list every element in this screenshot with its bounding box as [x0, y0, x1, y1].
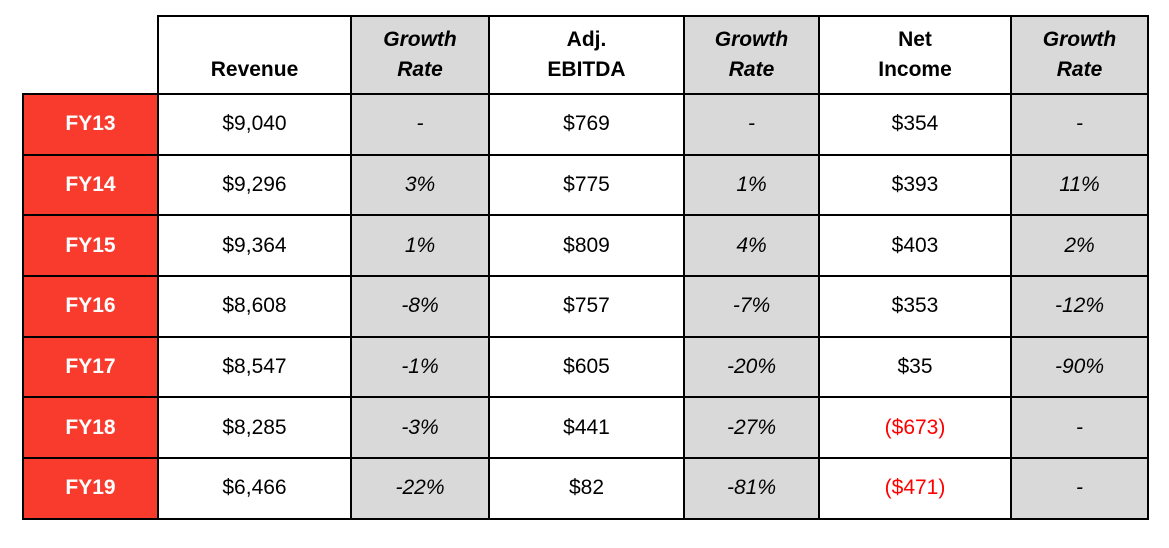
cell-fy14-net-income: $393	[818, 153, 1012, 217]
cell-fy19-revenue-growth: -22%	[350, 457, 490, 520]
cell-fy17-ebitda: $605	[488, 335, 685, 399]
cell-fy14-net-income-growth: 11%	[1010, 153, 1149, 217]
cell-fy16-revenue-growth: -8%	[350, 275, 490, 338]
cell-fy14-ebitda: $775	[488, 153, 685, 217]
row-header-fy19: FY19	[22, 457, 159, 520]
cell-fy15-revenue-growth: 1%	[350, 214, 490, 278]
financials-table-container: Revenue Growth Rate Adj. EBITDA Growth R…	[22, 15, 1149, 520]
cell-fy18-ebitda: $441	[488, 396, 685, 460]
header-row: Revenue Growth Rate Adj. EBITDA Growth R…	[23, 15, 1149, 95]
cell-fy13-net-income-growth: -	[1010, 93, 1149, 156]
cell-fy18-revenue-growth: -3%	[350, 396, 490, 460]
cell-fy13-revenue-growth: -	[350, 93, 490, 156]
header-line1: Growth	[1042, 28, 1117, 51]
header-line2: Rate	[397, 58, 443, 81]
cell-fy15-ebitda-growth: 4%	[683, 214, 820, 278]
cell-fy18-net-income-growth: -	[1010, 396, 1149, 460]
cell-fy15-net-income: $403	[818, 214, 1012, 278]
cell-fy18-net-income-negative: ($673)	[818, 396, 1012, 460]
financials-table: Revenue Growth Rate Adj. EBITDA Growth R…	[22, 15, 1149, 520]
table-row-fy14: FY14 $9,296 3% $775 1% $393 11%	[22, 153, 1149, 217]
row-header-fy16: FY16	[22, 275, 159, 338]
cell-fy16-ebitda-growth: -7%	[683, 275, 820, 338]
cell-fy13-net-income: $354	[818, 93, 1012, 156]
header-line2: Income	[878, 58, 952, 81]
header-line2: EBITDA	[547, 58, 626, 81]
cell-fy14-ebitda-growth: 1%	[683, 153, 820, 217]
table-row-fy15: FY15 $9,364 1% $809 4% $403 2%	[22, 214, 1149, 278]
cell-fy18-ebitda-growth: -27%	[683, 396, 820, 460]
cell-fy19-revenue: $6,466	[157, 457, 352, 520]
header-line1: Adj.	[566, 28, 607, 51]
header-line2: Rate	[728, 58, 775, 81]
table-row-fy19: FY19 $6,466 -22% $82 -81% ($471) -	[22, 457, 1149, 520]
column-header-adj-ebitda: Adj. EBITDA	[488, 15, 685, 95]
corner-cell	[23, 16, 158, 94]
column-header-revenue: Revenue	[157, 15, 352, 95]
header-line2: Rate	[1056, 58, 1103, 81]
table-row-fy13: FY13 $9,040 - $769 - $354 -	[22, 93, 1149, 156]
cell-fy17-net-income-growth: -90%	[1010, 335, 1149, 399]
cell-fy17-ebitda-growth: -20%	[683, 335, 820, 399]
cell-fy19-net-income-growth: -	[1010, 457, 1149, 520]
header-line1: Net	[898, 28, 932, 51]
cell-fy15-revenue: $9,364	[157, 214, 352, 278]
row-header-fy13: FY13	[22, 93, 159, 156]
cell-fy13-ebitda-growth: -	[683, 93, 820, 156]
column-header-net-income: Net Income	[818, 15, 1012, 95]
cell-fy18-revenue: $8,285	[157, 396, 352, 460]
table-row-fy18: FY18 $8,285 -3% $441 -27% ($673) -	[22, 396, 1149, 460]
cell-fy13-ebitda: $769	[488, 93, 685, 156]
row-header-fy17: FY17	[22, 335, 159, 399]
table-row-fy17: FY17 $8,547 -1% $605 -20% $35 -90%	[22, 335, 1149, 399]
cell-fy19-ebitda-growth: -81%	[683, 457, 820, 520]
row-header-fy18: FY18	[22, 396, 159, 460]
cell-fy19-net-income-negative: ($471)	[818, 457, 1012, 520]
cell-fy16-net-income: $353	[818, 275, 1012, 338]
cell-fy16-revenue: $8,608	[157, 275, 352, 338]
cell-fy16-ebitda: $757	[488, 275, 685, 338]
row-header-fy15: FY15	[22, 214, 159, 278]
cell-fy15-net-income-growth: 2%	[1010, 214, 1149, 278]
column-header-net-income-growth-rate: Growth Rate	[1010, 15, 1149, 95]
column-header-revenue-growth-rate: Growth Rate	[350, 15, 490, 95]
cell-fy15-ebitda: $809	[488, 214, 685, 278]
cell-fy14-revenue-growth: 3%	[350, 153, 490, 217]
cell-fy17-revenue: $8,547	[157, 335, 352, 399]
header-line1	[159, 25, 350, 55]
cell-fy16-net-income-growth: -12%	[1010, 275, 1149, 338]
table-row-fy16: FY16 $8,608 -8% $757 -7% $353 -12%	[22, 275, 1149, 338]
header-line1: Growth	[383, 28, 457, 51]
header-line1: Growth	[714, 28, 789, 51]
column-header-ebitda-growth-rate: Growth Rate	[683, 15, 820, 95]
cell-fy17-net-income: $35	[818, 335, 1012, 399]
cell-fy19-ebitda: $82	[488, 457, 685, 520]
row-header-fy14: FY14	[22, 153, 159, 217]
cell-fy14-revenue: $9,296	[157, 153, 352, 217]
header-line2: Revenue	[210, 58, 299, 81]
cell-fy17-revenue-growth: -1%	[350, 335, 490, 399]
cell-fy13-revenue: $9,040	[157, 93, 352, 156]
